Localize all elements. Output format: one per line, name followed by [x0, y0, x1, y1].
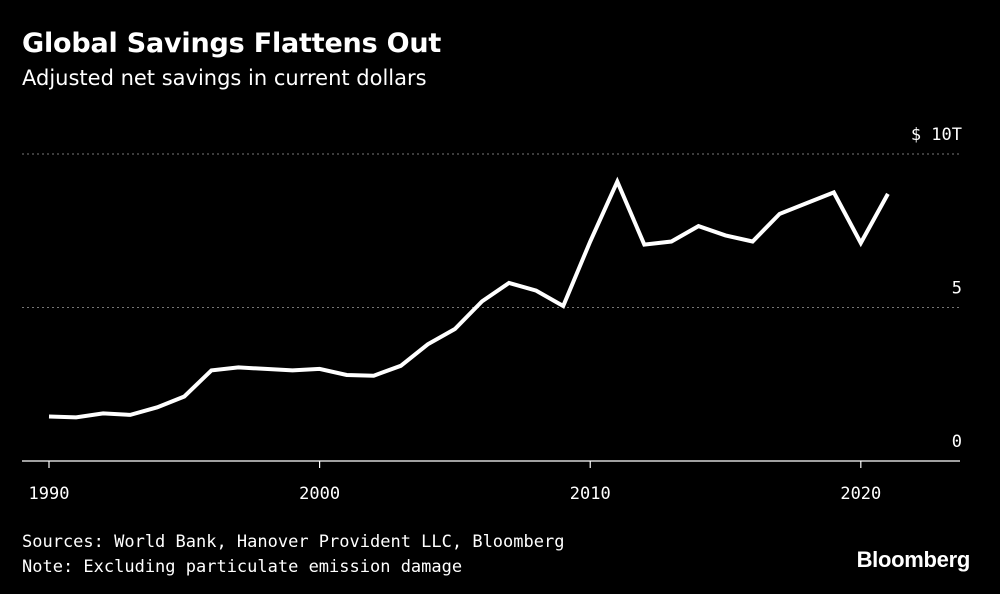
chart-title: Global Savings Flattens Out [22, 28, 442, 59]
x-axis: 1990 2000 2010 2020 [22, 460, 960, 504]
series-layer [48, 176, 890, 420]
y-tick-label: 0 [952, 432, 962, 452]
chart-subtitle: Adjusted net savings in current dollars [22, 66, 427, 90]
y-tick-label: 5 [952, 279, 962, 299]
x-tick-label: 2020 [840, 484, 881, 504]
sources-note: Sources: World Bank, Hanover Provident L… [22, 532, 565, 552]
bloomberg-logo: Bloomberg [856, 547, 971, 572]
y-axis-ticks: 0 5 $ 10T [911, 125, 962, 452]
gridlines [22, 153, 960, 308]
chart-footer: Sources: World Bank, Hanover Provident L… [22, 530, 564, 580]
y-tick-label: $ 10T [911, 125, 962, 145]
x-tick-label: 1990 [29, 484, 70, 504]
x-tick-label: 2000 [299, 484, 340, 504]
series-line [48, 176, 890, 420]
footnote: Note: Excluding particulate emission dam… [22, 557, 463, 577]
x-tick-label: 2010 [570, 484, 611, 504]
